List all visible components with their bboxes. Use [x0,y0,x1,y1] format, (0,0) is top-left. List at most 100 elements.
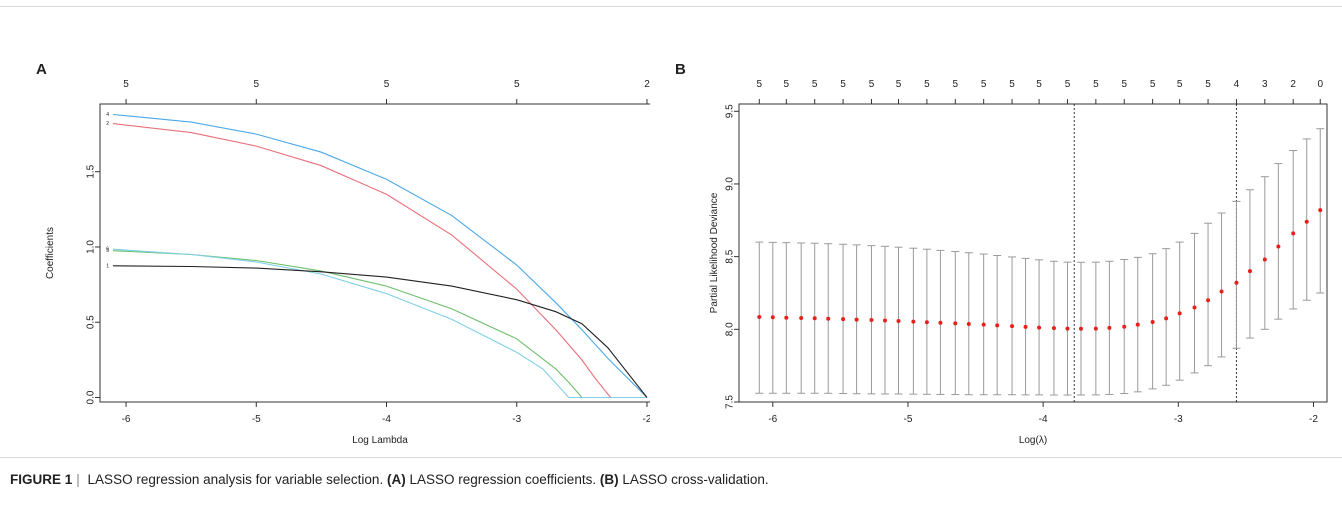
x-tick-label: -5 [252,414,261,425]
y-tick-label: 8.0 [725,322,736,336]
deviance-point [1023,324,1028,329]
top-tick-label: 5 [784,79,790,90]
coef-line-5 [112,250,647,399]
deviance-point [995,323,1000,328]
deviance-point [1192,305,1197,310]
deviance-point [1262,257,1267,262]
panel-a-label: A [36,61,47,78]
deviance-point [1135,322,1140,327]
deviance-point [1150,320,1155,325]
deviance-point [826,316,831,321]
top-tick-label: 5 [1205,79,1211,90]
y-tick-label: 9.0 [725,177,736,191]
deviance-point [882,318,887,323]
top-tick-label: 5 [1009,79,1015,90]
deviance-point [924,320,929,325]
deviance-point [1122,324,1127,329]
top-tick-label: 5 [981,79,987,90]
series-label-4: 4 [106,112,109,118]
top-tick-label: 2 [644,79,650,90]
caption-text-2: LASSO regression coefficients. [409,472,597,487]
deviance-point [841,317,846,322]
top-tick-label: 5 [1150,79,1156,90]
caption-text-3: LASSO cross-validation. [622,472,769,487]
y-tick-label: 1.5 [86,164,97,178]
deviance-point [1065,326,1070,331]
deviance-point [981,322,986,327]
deviance-point [953,321,958,326]
deviance-point [770,315,775,320]
coef-line-4 [112,113,648,398]
chart-b-cross-validation: -6 -5 -4 -3 -2 7.5 8.0 8.5 9.0 9.5 5 5 5 5 5 5 5 5 5 5 5 5 5 5 5… [709,79,1328,446]
top-tick-label: 5 [924,79,930,90]
x-axis-label: Log Lambda [352,435,408,446]
top-tick-label: 5 [812,79,818,90]
deviance-point [869,318,874,323]
deviance-point [812,316,817,321]
deviance-point [854,317,859,322]
deviance-point [757,314,762,319]
x-tick-label: -6 [122,414,131,425]
x-tick-label: -2 [643,414,650,425]
x-tick-label: -3 [512,414,521,425]
x-tick-label: -4 [382,414,391,425]
top-tick-label: 5 [840,79,846,90]
top-tick-label: 5 [756,79,762,90]
caption-text-1: LASSO regression analysis for variable s… [87,472,384,487]
coef-line-6 [112,248,647,399]
x-tick-label: -3 [1174,414,1183,425]
panel-b-label: B [675,61,686,78]
deviance-point [1206,298,1211,303]
deviance-point [1051,326,1056,331]
y-tick-label: 8.5 [725,249,736,263]
coef-line-2 [112,123,647,399]
y-tick-label: 0.0 [86,390,97,404]
deviance-point [1078,326,1083,331]
caption-label: FIGURE 1 [10,472,73,487]
figure-frame [0,6,1342,458]
caption-separator: | [76,472,80,487]
deviance-point [1318,208,1323,213]
top-tick-label: 5 [1093,79,1099,90]
deviance-point [1093,326,1098,331]
x-tick-label: -2 [1309,414,1318,425]
chart-a-lasso-coefficients: -6 -5 -4 -3 -2 0.0 0.5 1.0 1.5 5 5 5 5 2 Log Lambda Coe… [45,79,650,446]
deviance-point [1010,324,1015,329]
top-tick-label: 5 [896,79,902,90]
deviance-point [1164,316,1169,321]
top-tick-label: 5 [1177,79,1183,90]
figure-caption: FIGURE 1 | LASSO regression analysis for … [10,472,769,487]
plot-border [99,103,650,403]
y-axis-label: Coefficients [45,227,56,279]
x-axis-label: Log(λ) [1019,435,1047,446]
deviance-point [1234,280,1239,285]
x-tick-label: -6 [768,414,777,425]
series-label-5: 5 [106,248,109,254]
top-tick-label: 0 [1317,79,1323,90]
deviance-point [1107,325,1112,330]
series-label-1: 1 [106,263,109,269]
top-tick-label: 5 [253,79,259,90]
deviance-point [1247,269,1252,274]
series-label-6: 6 [106,247,109,253]
deviance-point [1276,244,1281,249]
caption-a-tag: (A) [386,472,406,487]
coef-line-1 [112,265,648,398]
deviance-point [911,319,916,324]
top-tick-label: 5 [514,79,520,90]
top-tick-label: 5 [869,79,875,90]
y-axis-label: Partial Likelihood Deviance [709,192,720,313]
deviance-point [966,321,971,326]
y-tick-label: 1.0 [86,240,97,254]
top-tick-label: 5 [1036,79,1042,90]
plot-border [738,103,1328,403]
deviance-point [1177,311,1182,316]
top-tick-label: 5 [123,79,129,90]
top-tick-label: 5 [1065,79,1071,90]
top-tick-label: 5 [952,79,958,90]
caption-b-tag: (B) [599,472,619,487]
deviance-point [784,315,789,320]
x-tick-label: -4 [1039,414,1048,425]
top-tick-label: 4 [1234,79,1240,90]
top-tick-label: 5 [384,79,390,90]
